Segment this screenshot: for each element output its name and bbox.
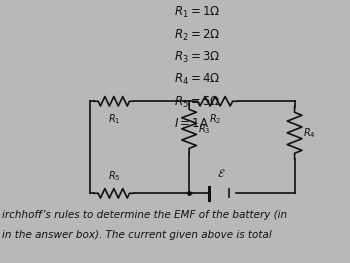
Text: $I = 1\mathrm{A}$: $I = 1\mathrm{A}$ <box>174 117 209 130</box>
Text: $\mathcal{E}$: $\mathcal{E}$ <box>217 167 225 179</box>
Text: $R_1$: $R_1$ <box>108 112 120 125</box>
Text: in the answer box). The current given above is total: in the answer box). The current given ab… <box>2 230 271 240</box>
Text: $R_2 = 2\Omega$: $R_2 = 2\Omega$ <box>174 28 220 43</box>
Text: $R_4 = 4\Omega$: $R_4 = 4\Omega$ <box>174 72 220 87</box>
Text: $R_5 = 5\Omega$: $R_5 = 5\Omega$ <box>174 95 220 110</box>
Text: $R_5$: $R_5$ <box>107 169 120 183</box>
Text: $R_3 = 3\Omega$: $R_3 = 3\Omega$ <box>174 50 220 65</box>
Text: $R_3$: $R_3$ <box>197 122 210 136</box>
Text: $R_1 = 1\Omega$: $R_1 = 1\Omega$ <box>174 5 220 20</box>
Text: irchhoff’s rules to determine the EMF of the battery (in: irchhoff’s rules to determine the EMF of… <box>2 210 287 220</box>
Text: $R_4$: $R_4$ <box>303 126 316 140</box>
Text: $R_2$: $R_2$ <box>209 112 221 125</box>
